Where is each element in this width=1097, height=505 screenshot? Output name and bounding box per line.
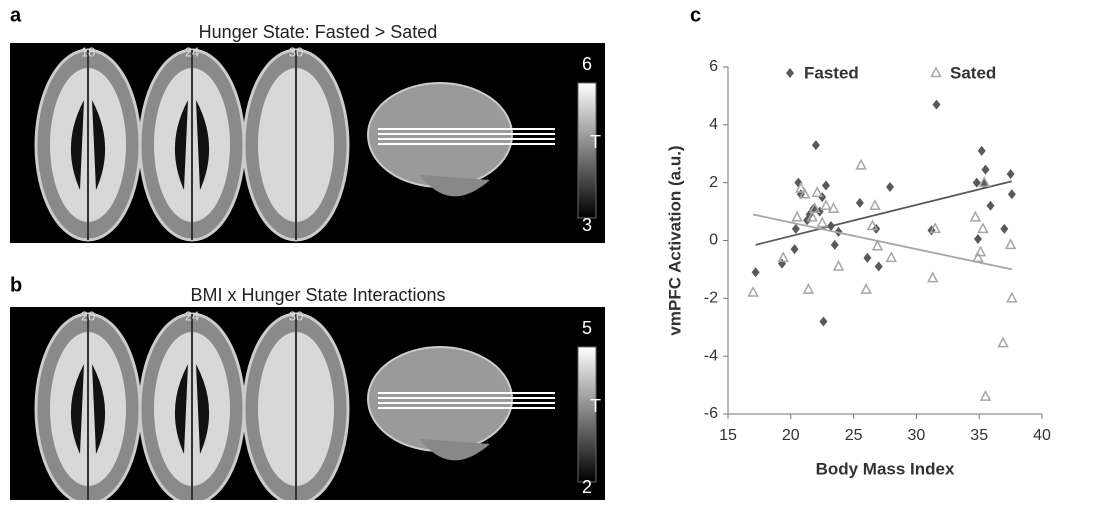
slice-label: 18 [81, 44, 95, 59]
slice-label: 24 [185, 308, 199, 323]
legend-marker [786, 68, 794, 78]
data-point [749, 288, 758, 297]
figure: a Hunger State: Fasted > Sated b BMI x H… [0, 0, 1097, 500]
data-point [831, 240, 839, 250]
data-point [971, 212, 980, 221]
y-tick-label: -2 [704, 290, 718, 307]
data-point [887, 253, 896, 262]
data-point [987, 201, 995, 211]
y-tick-label: -6 [704, 405, 718, 422]
data-point [818, 218, 827, 227]
panel-title: Hunger State: Fasted > Sated [199, 22, 438, 42]
data-point [834, 262, 843, 271]
x-tick-label: 20 [782, 427, 800, 444]
data-point [818, 192, 826, 202]
y-axis-label: vmPFC Activation (a.u.) [665, 145, 684, 335]
data-point [792, 224, 800, 234]
x-tick-label: 15 [719, 427, 737, 444]
data-point [875, 262, 883, 272]
y-tick-label: 4 [709, 116, 718, 133]
data-point [981, 165, 989, 175]
colorbar-max: 5 [582, 318, 592, 338]
colorbar-label: T [590, 396, 601, 416]
data-point [974, 234, 982, 244]
data-point [886, 182, 894, 192]
panel-label: a [10, 4, 22, 26]
data-point [873, 241, 882, 250]
data-point [1007, 293, 1016, 302]
x-tick-label: 40 [1033, 427, 1051, 444]
data-point [779, 253, 788, 262]
data-point [932, 100, 940, 110]
y-tick-label: 0 [709, 232, 718, 249]
legend-label: Sated [950, 63, 996, 82]
y-tick-label: 2 [709, 174, 718, 191]
data-point [999, 338, 1008, 347]
colorbar-min: 3 [582, 215, 592, 235]
x-tick-label: 35 [970, 427, 988, 444]
data-point [1008, 189, 1016, 199]
data-point [821, 201, 830, 210]
data-point [1006, 240, 1015, 249]
trend-line [756, 181, 1012, 245]
panel-title: BMI x Hunger State Interactions [190, 285, 445, 305]
data-point [973, 253, 982, 262]
data-point [1007, 169, 1015, 179]
x-tick-label: 30 [908, 427, 926, 444]
x-tick-label: 25 [845, 427, 863, 444]
legend-label: Fasted [804, 63, 859, 82]
colorbar-min: 2 [582, 477, 592, 497]
y-tick-label: -4 [704, 347, 718, 364]
data-point [870, 201, 879, 210]
colorbar-max: 6 [582, 54, 592, 74]
data-point [856, 198, 864, 208]
data-point [804, 285, 813, 294]
legend-marker [932, 68, 941, 77]
data-point [981, 392, 990, 401]
data-point [822, 181, 830, 191]
x-axis-label: Body Mass Index [816, 459, 955, 478]
y-tick-label: 6 [709, 58, 718, 75]
data-point [862, 285, 871, 294]
data-point [857, 160, 866, 169]
data-point [752, 267, 760, 277]
colorbar-label: T [590, 132, 601, 152]
data-point [791, 244, 799, 254]
data-point [863, 253, 871, 263]
data-point [976, 247, 985, 256]
panel-label: b [10, 274, 22, 296]
data-point [978, 224, 987, 233]
slice-label: 20 [81, 308, 95, 323]
data-point [813, 188, 822, 197]
panel-label: c [690, 4, 701, 26]
data-point [1000, 224, 1008, 234]
slice-label: 30 [289, 308, 303, 323]
data-point [978, 146, 986, 156]
slice-label: 30 [289, 44, 303, 59]
data-point [812, 140, 820, 150]
page: a Hunger State: Fasted > Sated b BMI x H… [0, 0, 1097, 505]
data-point [928, 273, 937, 282]
slice-label: 24 [185, 44, 199, 59]
data-point [819, 316, 827, 326]
data-point [793, 212, 802, 221]
